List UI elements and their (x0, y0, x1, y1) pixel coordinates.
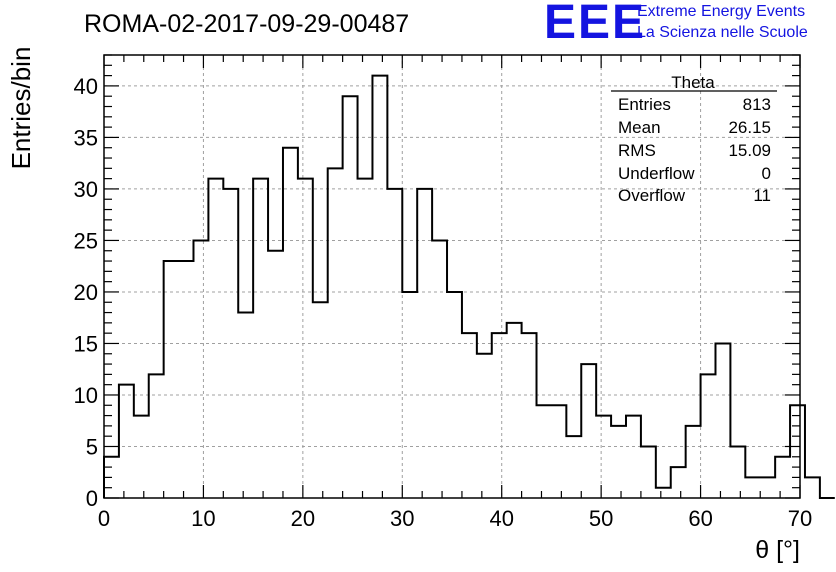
histogram-bin (566, 436, 581, 498)
y-tick-label: 0 (86, 486, 98, 511)
histogram-bin (179, 261, 194, 498)
stats-row-underflow-label: Underflow (618, 164, 695, 183)
x-tick-label: 40 (489, 506, 513, 531)
stats-row-rms-label: RMS (618, 141, 656, 160)
stats-row-entries-label: Entries (618, 95, 671, 114)
y-tick-label: 35 (74, 125, 98, 150)
x-tick-label: 0 (98, 506, 110, 531)
histogram-bin (522, 333, 537, 498)
y-tick-label: 15 (74, 331, 98, 356)
histogram-bin (492, 333, 507, 498)
histogram-bin (268, 251, 283, 498)
histogram-bin (358, 179, 373, 498)
histogram-bin (790, 405, 805, 498)
histogram-bin (730, 446, 745, 498)
histogram-bin (745, 477, 760, 498)
histogram-bin (432, 240, 447, 498)
stats-box: Theta Entries 813 Mean 26.15 RMS 15.09 U… (611, 73, 777, 205)
histogram-bin (805, 477, 820, 498)
histogram-bin (701, 374, 716, 498)
plot-frame (103, 54, 801, 499)
histogram-bin (343, 96, 358, 498)
histogram-bin (537, 405, 552, 498)
histogram-bin (507, 323, 522, 498)
stats-row-underflow-value: 0 (762, 164, 771, 183)
axis-ticks (103, 54, 801, 499)
histogram-bin (641, 446, 656, 498)
histogram-bin (313, 302, 328, 498)
histogram-bin (626, 416, 641, 498)
stats-row-overflow-value: 11 (753, 186, 771, 205)
stats-row-mean-label: Mean (618, 118, 661, 137)
histogram-bin (671, 467, 686, 498)
histogram-bin (715, 343, 730, 498)
histogram-bin (193, 240, 208, 498)
x-tick-label: 10 (191, 506, 215, 531)
x-tick-label: 20 (291, 506, 315, 531)
y-tick-label: 20 (74, 280, 98, 305)
histogram-outline (103, 74, 835, 499)
y-tick-label: 40 (74, 74, 98, 99)
x-tick-labels: 0 10 20 30 40 50 60 70 (98, 506, 812, 531)
stats-row-entries-value: 813 (743, 95, 771, 114)
histogram-bin (462, 333, 477, 498)
histogram-bin (149, 374, 164, 498)
y-tick-label: 30 (74, 177, 98, 202)
histogram-bin (686, 426, 701, 498)
eee-logo: EEE (544, 0, 647, 49)
histogram-bin (551, 405, 566, 498)
histogram-bin (760, 477, 775, 498)
histogram-bin (164, 261, 179, 498)
histogram-bin (328, 168, 343, 498)
histogram-bin (775, 457, 790, 498)
histogram-bin (372, 76, 387, 498)
histogram-bin (656, 488, 671, 498)
histogram-bin (611, 426, 626, 498)
stats-row-rms-value: 15.09 (728, 141, 771, 160)
histogram-bin (238, 313, 253, 498)
histogram-bin (119, 385, 134, 498)
stats-row-mean-value: 26.15 (728, 118, 771, 137)
stats-row-overflow-label: Overflow (618, 186, 686, 205)
stats-title: Theta (671, 73, 715, 92)
y-tick-label: 10 (74, 383, 98, 408)
histogram-bin (581, 364, 596, 498)
y-tick-labels: 0 5 10 15 20 25 30 35 40 (74, 74, 98, 511)
x-tick-label: 30 (390, 506, 414, 531)
x-tick-label: 70 (788, 506, 812, 531)
histogram-bin (596, 416, 611, 498)
histogram-bars (103, 74, 835, 499)
run-title: ROMA-02-2017-09-29-00487 (84, 10, 410, 38)
histogram-bin (283, 148, 298, 498)
y-tick-label: 25 (74, 228, 98, 253)
histogram-bin (134, 416, 149, 498)
histogram-bin (253, 179, 268, 498)
histogram-bin (208, 179, 223, 498)
y-axis-label: Entries/bin (6, 47, 36, 170)
brand-line-1: Extreme Energy Events (637, 3, 806, 20)
x-tick-label: 50 (589, 506, 613, 531)
histogram-bin (298, 179, 313, 498)
brand-line-2: La Scienza nelle Scuole (637, 24, 808, 41)
y-tick-label: 5 (86, 434, 98, 459)
x-tick-label: 60 (688, 506, 712, 531)
grid-lines (104, 55, 800, 498)
x-axis-label: θ [°] (755, 536, 800, 564)
histogram-bin (477, 354, 492, 498)
